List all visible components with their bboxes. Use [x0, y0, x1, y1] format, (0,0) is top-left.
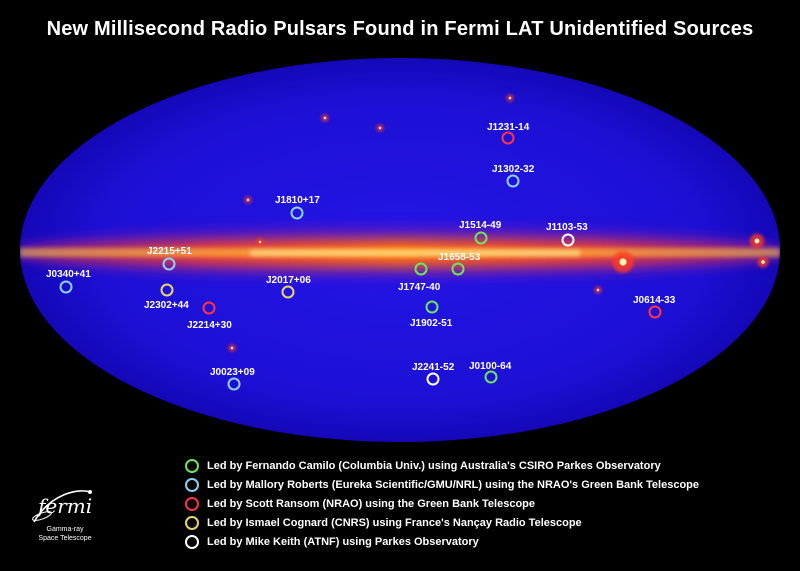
legend-item-roberts: Led by Mallory Roberts (Eureka Scientifi… [185, 475, 785, 494]
pulsar-label: J2241-52 [412, 362, 455, 373]
legend-label: Led by Ismael Cognard (CNRS) using Franc… [207, 516, 582, 529]
pulsar-label: J1810+17 [275, 195, 320, 206]
bright-source-core [323, 116, 327, 120]
pulsar-label: J2017+06 [266, 275, 311, 286]
pulsar-marker[interactable]: J2017+06 [266, 275, 311, 299]
bright-source-core [596, 288, 600, 292]
pulsar-ring-icon[interactable] [561, 233, 575, 247]
pulsar-ring-icon[interactable] [160, 283, 174, 297]
pulsar-ring-icon[interactable] [227, 377, 241, 391]
legend-item-cognard: Led by Ismael Cognard (CNRS) using Franc… [185, 513, 785, 532]
pulsar-marker[interactable]: J1658-53 [438, 252, 481, 276]
white-ring-icon [185, 534, 199, 549]
pulsar-marker[interactable]: J1302-32 [492, 164, 535, 188]
pulsar-label: J0100-64 [469, 361, 512, 372]
pulsar-ring-icon[interactable] [501, 131, 515, 145]
legend-label: Led by Mallory Roberts (Eureka Scientifi… [207, 478, 700, 491]
bright-source-core [378, 126, 382, 130]
green-ring-icon [185, 458, 199, 473]
pulsar-ring-icon[interactable] [202, 301, 216, 315]
pulsar-label: J1658-53 [438, 252, 481, 263]
logo-subtitle-line2: Space Telescope [38, 535, 92, 542]
pulsar-ring-icon[interactable] [59, 280, 73, 294]
pulsar-label: J1514-49 [459, 220, 502, 231]
pulsar-ring-icon[interactable] [414, 262, 428, 276]
legend-item-keith: Led by Mike Keith (ATNF) using Parkes Ob… [185, 532, 785, 551]
pulsar-ring-icon[interactable] [290, 206, 304, 220]
bright-source-core [754, 238, 760, 244]
legend-item-ransom: Led by Scott Ransom (NRAO) using the Gre… [185, 494, 785, 513]
pulsar-marker[interactable]: J2214+30 [187, 301, 232, 332]
pulsar-label: J1902-51 [410, 318, 453, 329]
legend: Led by Fernando Camilo (Columbia Univ.) … [185, 456, 785, 551]
pulsar-label: J0340+41 [46, 269, 91, 280]
pulsar-marker[interactable]: J0100-64 [469, 361, 512, 384]
pulsar-label: J1103-53 [546, 222, 588, 233]
pulsar-label: J2215+51 [147, 246, 192, 257]
logo-subtitle: Gamma-ray Space Telescope [30, 525, 100, 543]
pulsar-marker[interactable]: J2302+44 [144, 283, 189, 312]
pulsar-marker[interactable]: J0340+41 [46, 269, 91, 294]
pulsar-marker[interactable]: J1747-40 [398, 262, 441, 294]
pulsar-ring-icon[interactable] [648, 305, 662, 319]
pulsar-marker[interactable]: J1103-53 [546, 222, 588, 247]
legend-label: Led by Fernando Camilo (Columbia Univ.) … [207, 459, 661, 472]
legend-label: Led by Mike Keith (ATNF) using Parkes Ob… [207, 535, 479, 548]
pulsar-marker[interactable]: J1902-51 [410, 300, 453, 330]
pulsar-ring-icon[interactable] [281, 285, 295, 299]
bright-source-core [230, 346, 234, 350]
pulsar-label: J0023+09 [210, 367, 255, 378]
legend-item-camilo: Led by Fernando Camilo (Columbia Univ.) … [185, 456, 785, 475]
pulsar-marker[interactable]: J1231-14 [487, 122, 530, 145]
galactic-plane [20, 226, 780, 278]
bright-source-core [246, 198, 250, 202]
pulsar-label: J1302-32 [492, 164, 535, 175]
bright-source-core [619, 258, 627, 266]
pulsar-markers: J1231-14 J1302-32 J1810+17 J1514-49 J1103-53… [46, 122, 676, 391]
bright-source-core [258, 240, 262, 244]
fermi-logo: fermi Gamma-ray Space Telescope [20, 484, 104, 564]
pulsar-marker[interactable]: J0023+09 [210, 367, 255, 391]
pulsar-label: J0614-33 [633, 295, 676, 306]
pulsar-marker[interactable]: J1810+17 [275, 195, 320, 220]
pulsar-label: J1231-14 [487, 122, 530, 133]
pulsar-marker[interactable]: J1514-49 [459, 220, 502, 245]
red-ring-icon [185, 496, 199, 511]
logo-subtitle-line1: Gamma-ray [46, 526, 84, 533]
pulsar-marker[interactable]: J2241-52 [412, 362, 455, 386]
pulsar-ring-icon[interactable] [451, 262, 465, 276]
blue-ring-icon [185, 477, 199, 492]
pulsar-ring-icon[interactable] [426, 372, 440, 386]
pulsar-ring-icon[interactable] [474, 231, 488, 245]
bright-source-core [761, 260, 765, 264]
yellow-ring-icon [185, 515, 199, 530]
pulsar-ring-icon[interactable] [425, 300, 439, 314]
page-title: New Millisecond Radio Pulsars Found in F… [46, 18, 754, 40]
pulsar-ring-icon[interactable] [506, 174, 520, 188]
pulsar-label: J2214+30 [187, 320, 232, 331]
legend-label: Led by Scott Ransom (NRAO) using the Gre… [207, 497, 536, 510]
bright-source-core [508, 96, 512, 100]
pulsar-marker[interactable]: J2215+51 [147, 246, 192, 271]
bright-sources [228, 94, 769, 352]
pulsar-marker[interactable]: J0614-33 [633, 295, 676, 319]
pulsar-ring-icon[interactable] [484, 370, 498, 384]
pulsar-label: J1747-40 [398, 282, 441, 293]
pulsar-label: J2302+44 [144, 300, 189, 311]
orbit-swoosh-icon [32, 490, 92, 523]
pulsar-ring-icon[interactable] [162, 257, 176, 271]
logo-wordmark: fermi [38, 494, 93, 518]
